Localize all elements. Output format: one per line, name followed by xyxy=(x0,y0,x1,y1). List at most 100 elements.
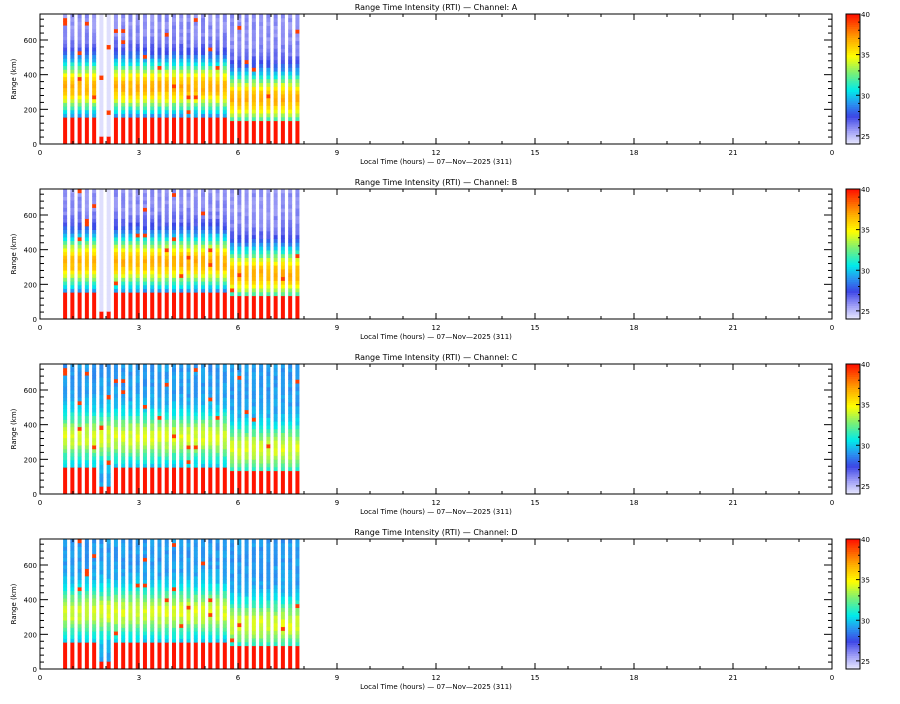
heatmap-cell xyxy=(215,627,220,632)
heatmap-cell xyxy=(215,211,220,216)
heatmap-cell xyxy=(172,601,176,606)
heatmap-cell xyxy=(295,637,300,643)
heatmap-cell xyxy=(222,612,227,617)
heatmap-cell xyxy=(201,594,206,599)
heatmap-cell xyxy=(259,276,264,281)
heatmap-cell xyxy=(150,590,155,595)
heatmap-cell xyxy=(142,203,147,208)
heatmap-cell xyxy=(142,76,147,81)
heatmap-cell xyxy=(222,203,227,208)
heatmap-cell xyxy=(280,48,285,53)
heatmap-cell xyxy=(215,25,220,30)
heatmap-cell xyxy=(179,601,184,606)
heatmap-cell xyxy=(295,569,300,574)
heatmap-cell xyxy=(266,86,271,91)
heatmap-cell xyxy=(70,411,75,417)
heatmap-cell xyxy=(135,459,140,464)
heatmap-cell xyxy=(99,66,104,72)
heatmap-column xyxy=(92,364,97,494)
heatmap-cell xyxy=(266,630,271,635)
heatmap-cell xyxy=(259,580,264,586)
heatmap-cell xyxy=(179,400,184,406)
heatmap-cell xyxy=(179,225,184,231)
heatmap-cell xyxy=(201,634,206,639)
heatmap-cell xyxy=(142,43,147,48)
heatmap-cell xyxy=(77,400,82,406)
heatmap-cell xyxy=(150,642,155,669)
heatmap-cell xyxy=(193,386,198,391)
heatmap-cell xyxy=(157,553,162,558)
heatmap-cell xyxy=(135,437,140,442)
heatmap-cell xyxy=(128,411,133,417)
heatmap-cell xyxy=(142,364,147,369)
heatmap-cell xyxy=(266,364,271,369)
heatmap-cell xyxy=(251,539,256,544)
heatmap-cell xyxy=(179,270,184,275)
heatmap-cell xyxy=(135,386,140,391)
heatmap-cell xyxy=(77,550,82,555)
heatmap-cell xyxy=(193,608,198,614)
heatmap-cell xyxy=(288,592,293,597)
heatmap-cell xyxy=(70,109,75,114)
colorbar-swatch xyxy=(846,398,860,402)
heatmap-cell xyxy=(186,400,191,406)
heatmap-cell xyxy=(157,229,162,234)
heatmap-cell xyxy=(63,32,68,37)
heatmap-cell xyxy=(63,72,68,78)
y-axis-label: Range (km) xyxy=(10,583,18,624)
heatmap-cell xyxy=(251,208,256,213)
heatmap-cell xyxy=(259,440,264,445)
heatmap-cell xyxy=(266,33,271,38)
heatmap-cell xyxy=(84,445,89,450)
heatmap-cell xyxy=(230,268,235,274)
heatmap-cell xyxy=(186,572,191,577)
heatmap-cell xyxy=(215,277,220,282)
heatmap-cell xyxy=(84,117,89,144)
heatmap-cell xyxy=(92,583,97,588)
heatmap-cell xyxy=(172,441,176,446)
heatmap-cell xyxy=(215,247,220,253)
heatmap-cell xyxy=(208,76,213,81)
colorbar-swatch xyxy=(846,660,860,664)
heatmap-cell xyxy=(215,251,220,256)
heatmap-cell xyxy=(63,218,68,223)
heatmap-cell xyxy=(273,554,278,559)
heatmap-cell xyxy=(92,539,97,544)
heatmap-cell xyxy=(280,436,285,441)
heatmap-cell xyxy=(215,437,220,442)
heatmap-cell xyxy=(121,590,126,595)
heatmap-cell xyxy=(186,28,191,33)
heatmap-cell xyxy=(244,204,249,209)
heatmap-cell xyxy=(128,28,133,33)
heatmap-cell xyxy=(70,25,75,30)
heatmap-cell xyxy=(251,29,256,34)
heatmap-cell xyxy=(295,596,300,601)
heatmap-cell xyxy=(201,50,206,56)
colorbar-swatch xyxy=(846,81,860,84)
heatmap-cell xyxy=(259,383,264,388)
heatmap-cell xyxy=(295,204,300,209)
heatmap-cell xyxy=(186,203,191,208)
colorbar-swatch xyxy=(846,243,860,246)
colorbar-swatch xyxy=(846,100,860,104)
heatmap-cell xyxy=(128,634,133,639)
heatmap-cell xyxy=(106,407,111,413)
heatmap-cell xyxy=(106,254,111,260)
heatmap-cell xyxy=(99,237,104,242)
heatmap-cell xyxy=(164,542,169,547)
heatmap-cell xyxy=(128,72,133,78)
colorbar-swatch xyxy=(846,381,860,385)
heatmap-cell xyxy=(70,557,75,562)
heatmap-cell xyxy=(230,189,235,194)
heatmap-cell xyxy=(172,459,176,464)
heatmap-cell xyxy=(237,592,242,597)
heatmap-cell xyxy=(128,76,133,81)
x-tick-label: 6 xyxy=(236,324,241,332)
heatmap-cell xyxy=(259,455,264,460)
heatmap-cell xyxy=(251,626,256,631)
heatmap-cell xyxy=(164,281,169,286)
heatmap-cell xyxy=(84,586,89,592)
heatmap-cell xyxy=(288,577,293,582)
heatmap-cell xyxy=(113,225,118,231)
heatmap-cell xyxy=(251,455,256,460)
